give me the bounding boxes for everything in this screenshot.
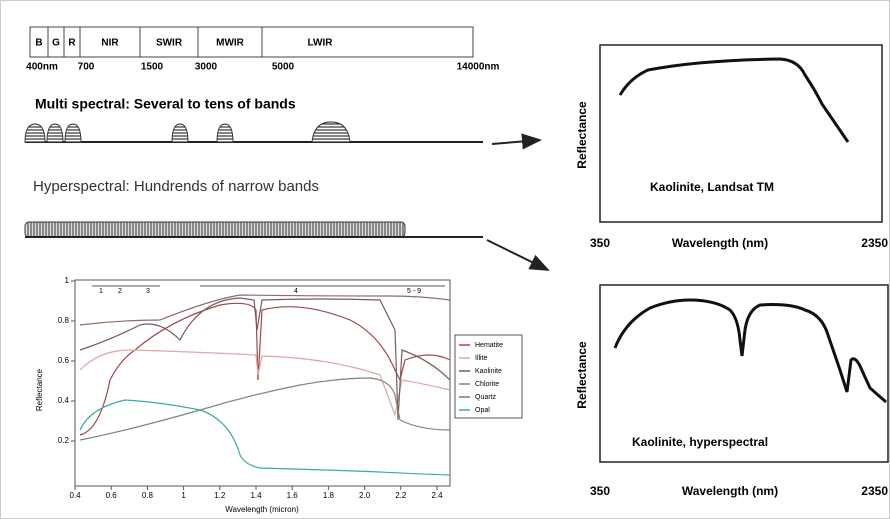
wavelength-label: 3000 — [195, 62, 218, 73]
panel-title: Kaolinite, hyperspectral — [632, 435, 768, 449]
band-marker: 5 - 9 — [407, 288, 421, 295]
x-start: 350 — [590, 236, 610, 250]
y-tick-label: 0.4 — [58, 396, 70, 405]
band-marker: 4 — [294, 288, 298, 295]
arrow — [486, 239, 550, 271]
x-start: 350 — [590, 484, 610, 498]
band-label: NIR — [101, 38, 119, 49]
band-marker: 1 — [99, 288, 103, 295]
spectrum-bar — [29, 26, 474, 58]
band-label: LWIR — [308, 38, 334, 49]
legend-label: Quartz — [475, 394, 497, 401]
x-tick-label: 1.2 — [214, 491, 226, 500]
x-label: Wavelength (nm) — [672, 236, 768, 250]
spectrum-curve — [618, 57, 850, 143]
band-label: B — [35, 38, 42, 49]
legend-label: Chlorite — [475, 381, 499, 388]
x-label: Wavelength (nm) — [682, 484, 778, 498]
legend-label: Illite — [475, 355, 488, 362]
y-tick-label: 0.6 — [58, 356, 70, 365]
y-label: Reflectance — [575, 341, 589, 409]
y-tick-label: 0.2 — [58, 436, 70, 445]
x-end: 2350 — [861, 484, 888, 498]
x-tick-label: 1.8 — [323, 491, 335, 500]
hyperspectral-label: Hyperspectral: Hundrends of narrow bands — [33, 178, 319, 195]
panel — [599, 44, 883, 223]
band-label: G — [52, 38, 60, 49]
wavelength-label: 1500 — [141, 62, 164, 73]
x-tick-label: 2.0 — [359, 491, 371, 500]
x-tick-label: 0.6 — [106, 491, 118, 500]
wavelength-label: 14000nm — [457, 62, 500, 73]
legend-label: Hematite — [475, 342, 503, 349]
legend-box — [454, 334, 523, 419]
x-tick-label: 1.6 — [287, 491, 299, 500]
x-tick-label: 1.4 — [250, 491, 262, 500]
x-tick-label: 1 — [181, 491, 186, 500]
y-tick-label: 0.8 — [58, 316, 70, 325]
library-curves — [79, 294, 451, 476]
x-end: 2350 — [861, 236, 888, 250]
spectrum-curve — [613, 298, 887, 404]
band-marker: 2 — [118, 288, 122, 295]
y-label: Reflectance — [35, 368, 44, 411]
band-label: R — [68, 38, 76, 49]
band-marker: 3 — [146, 288, 150, 295]
arrow — [491, 133, 542, 150]
y-tick-label: 1 — [65, 276, 70, 285]
y-label: Reflectance — [575, 101, 589, 169]
x-tick-label: 2.2 — [395, 491, 407, 500]
wavelength-label: 700 — [78, 62, 95, 73]
wavelength-label: 5000 — [272, 62, 295, 73]
x-tick-label: 0.8 — [142, 491, 154, 500]
panel-title: Kaolinite, Landsat TM — [650, 180, 774, 194]
hyperspectral-bands — [24, 221, 406, 238]
multispectral-bands — [24, 121, 351, 143]
band-label: SWIR — [156, 38, 183, 49]
band-label: MWIR — [216, 38, 245, 49]
legend-label: Kaolinite — [475, 368, 502, 375]
legend-label: Opal — [475, 407, 490, 414]
multispectral-label: Multi spectral: Several to tens of bands — [35, 96, 296, 112]
x-label: Wavelength (micron) — [225, 505, 299, 514]
wavelength-label: 400nm — [26, 62, 58, 73]
x-tick-label: 0.4 — [69, 491, 81, 500]
x-tick-label: 2.4 — [431, 491, 443, 500]
